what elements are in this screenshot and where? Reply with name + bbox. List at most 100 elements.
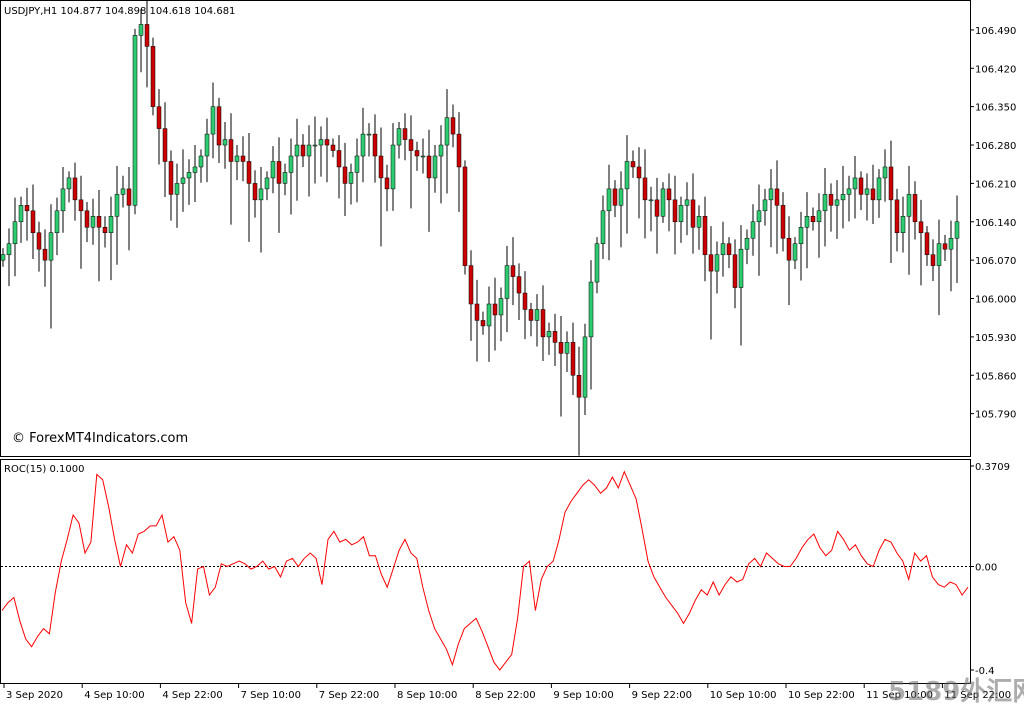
candle-body-bull: [18, 205, 24, 223]
roc-tick-label: 0.3709: [975, 462, 1010, 473]
candle-body-bull: [852, 177, 858, 190]
candle: [72, 162, 78, 221]
price-tick-label: 105.930: [975, 333, 1016, 344]
candle: [774, 160, 780, 254]
candle-body-bear: [930, 254, 936, 266]
candle-body-bull: [48, 232, 54, 261]
time-tick-label: 11 Sep 10:00: [866, 690, 933, 701]
candle: [318, 126, 324, 177]
candle: [546, 322, 552, 355]
candle-body-bear: [894, 199, 900, 233]
candle: [798, 211, 804, 281]
price-tick-label: 106.420: [975, 64, 1016, 75]
candle-body-bear: [150, 46, 156, 107]
price-tick-label: 106.280: [975, 141, 1016, 152]
candle-body-bear: [672, 199, 678, 223]
price-panel-title: USDJPY,H1 104.877 104.898 104.618 104.68…: [4, 6, 235, 17]
candle-body-bear: [300, 144, 306, 157]
candle: [288, 138, 294, 215]
candle-body-bear: [516, 276, 522, 294]
candle-body-bull: [876, 177, 882, 201]
candle-body-bull: [438, 144, 444, 157]
candle: [450, 104, 456, 148]
candle-body-bull: [486, 303, 492, 327]
candle: [510, 237, 516, 306]
candle-body-bull: [618, 188, 624, 206]
candle-body-bear: [144, 24, 150, 47]
candle: [720, 221, 726, 277]
candle: [624, 135, 630, 234]
candle-body-bull: [582, 336, 588, 398]
candle-body-bull: [864, 188, 870, 195]
candle: [894, 188, 900, 252]
candle-body-bear: [576, 375, 582, 398]
candle-body-bull: [120, 188, 126, 195]
candle: [426, 129, 432, 232]
candle: [210, 82, 216, 159]
candle: [792, 237, 798, 270]
candle: [420, 138, 426, 174]
candle: [828, 183, 834, 232]
candle: [54, 197, 60, 256]
candle-body-bull: [822, 194, 828, 212]
candle: [270, 146, 276, 194]
candle-body-bull: [750, 221, 756, 239]
candle-body-bear: [570, 342, 576, 376]
candle-body-bull: [768, 188, 774, 201]
candle-body-bear: [474, 303, 480, 321]
candle: [174, 163, 180, 228]
candle-body-bull: [432, 155, 438, 179]
candle-body-bear: [324, 139, 330, 146]
candle-body-bull: [270, 161, 276, 179]
candle: [930, 239, 936, 281]
candle-body-bear: [786, 237, 792, 261]
candle: [366, 123, 372, 157]
candle: [600, 195, 606, 260]
candle: [918, 199, 924, 286]
candle-body-bear: [384, 177, 390, 190]
candle-body-bear: [528, 309, 534, 321]
candle: [900, 196, 906, 253]
candle: [66, 171, 72, 203]
candle: [390, 123, 396, 211]
candle: [558, 316, 564, 417]
roc-panel: ROC(15) 0.1000 0.3709 0.00 -0.4: [0, 459, 1010, 684]
candle-body-bear: [84, 210, 90, 228]
candle-body-bull: [816, 210, 822, 223]
candle-body-bear: [246, 161, 252, 184]
candle-body-bear: [924, 232, 930, 255]
candle: [864, 173, 870, 221]
candle: [108, 196, 114, 281]
candle: [138, 9, 144, 73]
time-tick-label: 7 Sep 10:00: [241, 690, 301, 701]
candle: [660, 182, 666, 223]
candle: [630, 150, 636, 178]
candle: [102, 216, 108, 248]
candle: [168, 150, 174, 221]
candle: [756, 184, 762, 276]
candle: [474, 279, 480, 362]
candle: [498, 287, 504, 342]
candle: [300, 134, 306, 167]
candle-body-bear: [522, 292, 528, 310]
candle: [534, 294, 540, 347]
candle: [36, 221, 42, 272]
candle-body-bull: [54, 210, 60, 233]
candle-body-bear: [102, 227, 108, 233]
time-tick-label: 4 Sep 10:00: [84, 690, 144, 701]
candle: [690, 173, 696, 254]
candle: [360, 107, 366, 183]
candle: [30, 184, 36, 260]
candle-body-bull: [66, 177, 72, 190]
candle: [564, 331, 570, 372]
price-panel-frame: [0, 0, 971, 457]
candle-body-bull: [0, 254, 6, 261]
candle-body-bear: [408, 139, 414, 151]
time-tick-label: 10 Sep 10:00: [710, 690, 777, 701]
candle: [192, 145, 198, 203]
candle: [750, 204, 756, 256]
candle-body-bull: [792, 243, 798, 261]
candle: [156, 89, 162, 165]
price-tick-label: 106.000: [975, 295, 1016, 306]
